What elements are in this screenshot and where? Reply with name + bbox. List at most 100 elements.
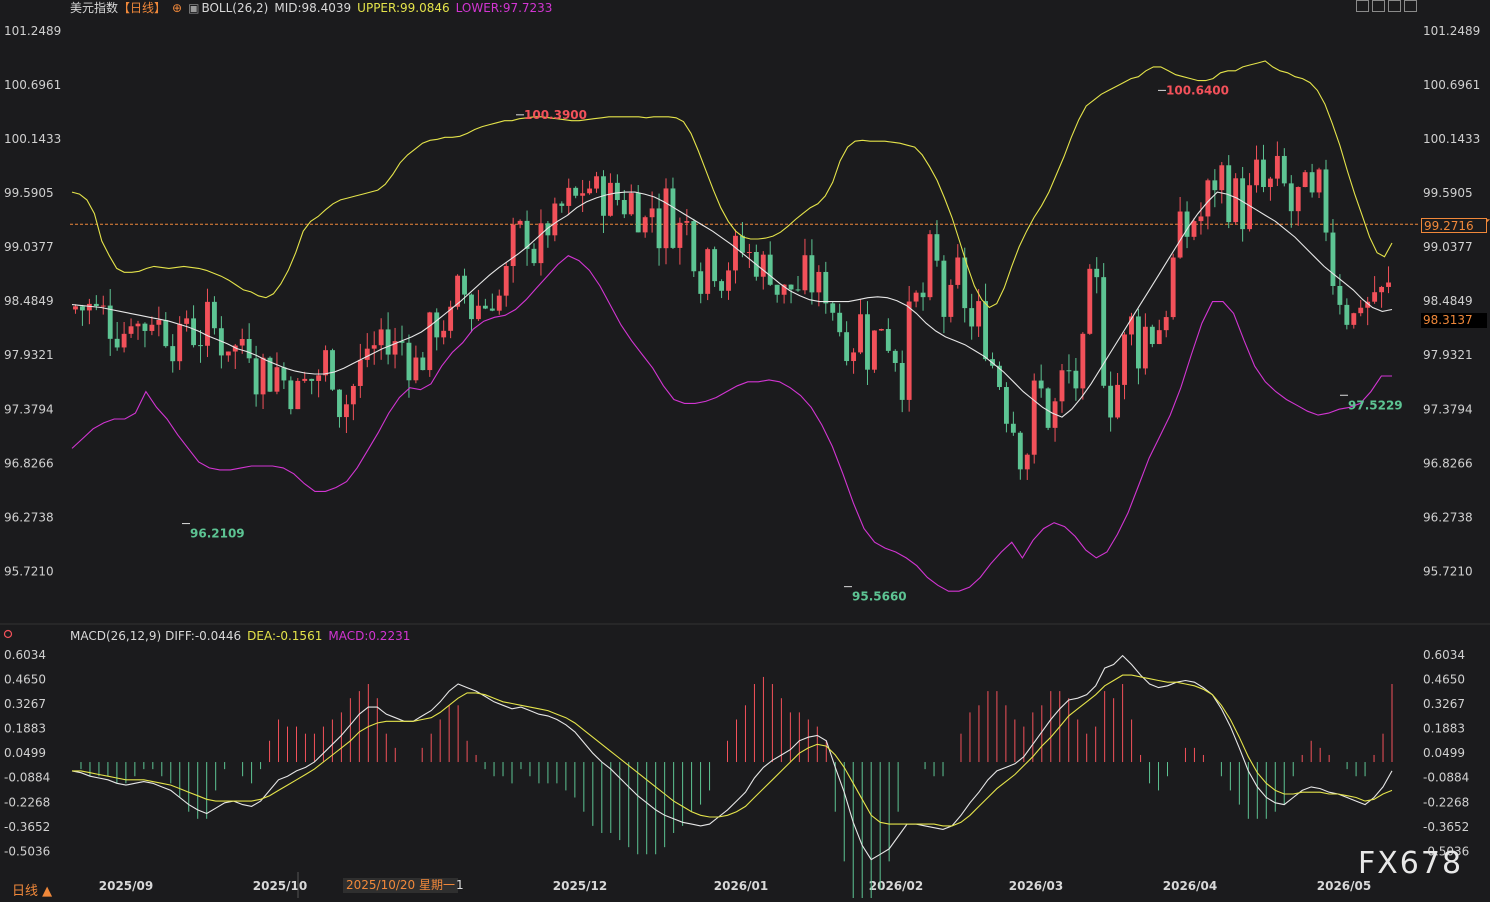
chart-toolbar [1356,0,1418,14]
candle-body [1038,380,1044,389]
settings-icon[interactable]: ⊕ [172,1,183,15]
candle-body [392,341,398,355]
diff-label: DIFF:-0.0446 [165,629,242,643]
watermark: FX678 [1358,846,1464,881]
candle-body [448,306,454,331]
candle-body [663,188,669,249]
candle-body [934,234,940,261]
candle-body [79,306,85,311]
candle-body [858,314,863,353]
candle-body [205,301,210,346]
macd-y-tick-right: -0.2268 [1423,795,1469,809]
candle-body [1003,387,1009,424]
candle-body [1212,180,1218,191]
candles-group [73,141,1391,480]
candle-body [1316,169,1322,193]
candle-body [670,188,676,248]
macd-histogram [80,676,1393,902]
candle-body [698,271,704,294]
candle-body [733,235,738,271]
zoom-out-icon[interactable] [1372,0,1385,12]
candle-body [107,305,113,339]
candle-body [1274,155,1280,179]
candle-body [739,235,745,253]
upper-label: UPPER:99.0846 [357,1,450,15]
main-chart-header: 美元指数【日线】 ⊕ ▣ BOLL(26,2) MID:98.4039 UPPER:99.… [70,0,558,16]
current-price-tag: 99.2716 [1421,218,1487,233]
y-tick-left: 97.3794 [4,402,54,416]
candle-body [788,284,794,290]
candle-body [976,301,982,327]
candle-body [649,208,655,218]
candle-body [628,193,634,215]
menu-icon[interactable] [1404,0,1417,12]
candle-body [892,350,898,363]
y-tick-right: 97.9321 [1423,348,1473,362]
zoom-in-icon[interactable] [1356,0,1369,12]
candle-body [1205,180,1211,217]
extreme-label: 96.2109 [190,527,245,541]
candle-body [482,305,488,309]
candle-body [837,312,843,333]
candle-body [413,357,419,381]
macd-y-tick-left: -0.5036 [4,844,50,858]
candle-body [1302,172,1308,188]
candle-body [371,345,377,349]
candle-body [705,249,711,294]
candle-body [316,375,322,381]
y-tick-left: 100.1433 [4,132,61,146]
indicator-icon[interactable]: ▣ [188,1,200,15]
candle-body [941,260,947,317]
candle-body [469,294,474,320]
candle-body [309,378,315,381]
macd-y-tick-right: -0.5036 [1423,844,1469,858]
period-button[interactable]: 日线 ▲ [12,884,53,899]
candle-body [719,281,725,291]
candle-body [607,182,613,216]
macd-y-tick-right: 0.6034 [1423,648,1465,662]
candle-body [239,339,245,346]
candle-body [281,367,287,381]
y-tick-right: 101.2489 [1423,24,1480,38]
candle-body [1191,221,1197,237]
candle-body [156,319,162,325]
candle-body [1344,304,1350,325]
candle-body [378,329,384,346]
cursor-date: 2025/10/20 星期一 [343,878,458,893]
mid-label: MID:98.4039 [274,1,352,15]
candle-body [1323,169,1329,233]
candle-body [552,203,558,236]
y-tick-left: 96.2738 [4,510,54,524]
candle-body [1073,370,1079,389]
candle-body [455,275,461,307]
candle-body [462,275,467,295]
bar-chart-icon[interactable] [1388,0,1401,12]
macd-y-tick-left: 0.0499 [4,746,46,760]
y-tick-right: 95.7210 [1423,564,1473,578]
candle-body [691,221,697,272]
candle-body [1177,211,1183,258]
x-tick-label: 2026/04 [1163,879,1217,893]
y-tick-right: 100.1433 [1423,132,1480,146]
candle-body [177,323,183,362]
candle-body [496,295,502,311]
candle-body [434,312,440,338]
candle-body [503,266,509,296]
candle-body [364,348,370,360]
candle-body [184,318,190,324]
candle-body [142,323,148,331]
x-tick-label: 2026/03 [1009,879,1063,893]
candle-body [420,357,426,371]
candle-body [1184,211,1190,237]
candle-body [1129,316,1134,335]
candle-body [1281,155,1287,184]
candle-body [295,380,301,410]
candle-body [1309,172,1315,193]
candle-body [538,223,544,264]
candle-body [1365,301,1371,308]
candle-body [531,248,537,264]
candle-body [1101,277,1107,386]
y-tick-left: 96.8266 [4,456,54,470]
candle-body [809,255,815,293]
candle-body [337,389,342,418]
